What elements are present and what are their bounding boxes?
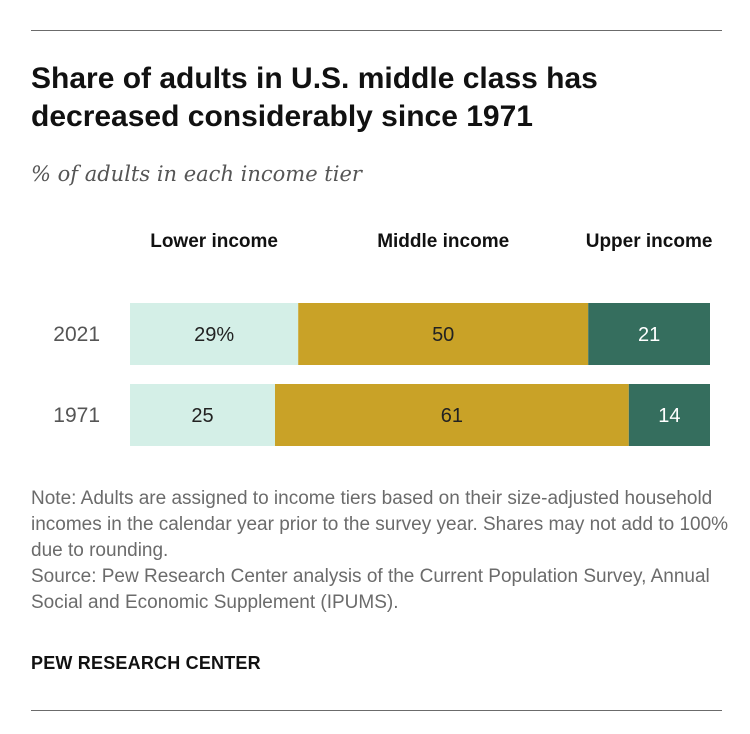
notes-block: Note: Adults are assigned to income tier… xyxy=(31,486,731,616)
bar-upper-income-1971 xyxy=(628,384,710,446)
top-rule xyxy=(31,30,722,31)
data-label-middle-income-2021: 50 xyxy=(432,324,454,346)
stacked-bar-chart: Lower income Middle income Upper income 202… xyxy=(53,231,713,446)
note-text: Note: Adults are assigned to income tier… xyxy=(31,488,729,561)
source-text: Source: Pew Research Center analysis of … xyxy=(31,566,710,613)
legend-label-lower-income: Lower income xyxy=(150,231,278,252)
category-label-1971: 1971 xyxy=(53,404,100,427)
data-label-lower-income-2021: 29% xyxy=(194,324,234,346)
legend-label-upper-income: Upper income xyxy=(586,231,713,252)
data-label-upper-income-2021: 21 xyxy=(638,324,660,346)
chart-subtitle: % of adults in each income tier xyxy=(31,162,362,186)
bar-middle-income-2021 xyxy=(298,303,589,365)
data-label-upper-income-1971: 14 xyxy=(658,405,680,427)
data-label-lower-income-1971: 25 xyxy=(191,405,213,427)
chart-title: Share of adults in U.S. middle class has… xyxy=(31,62,598,133)
bar-middle-income-1971 xyxy=(275,384,629,446)
category-label-2021: 2021 xyxy=(53,323,100,346)
brand-name: PEW RESEARCH CENTER xyxy=(31,653,261,673)
bar-lower-income-2021 xyxy=(130,303,299,365)
data-label-middle-income-1971: 61 xyxy=(441,405,463,427)
bar-upper-income-2021 xyxy=(588,303,710,365)
bar-lower-income-1971 xyxy=(130,384,275,446)
legend-label-middle-income: Middle income xyxy=(377,231,509,252)
bottom-rule xyxy=(31,710,722,711)
